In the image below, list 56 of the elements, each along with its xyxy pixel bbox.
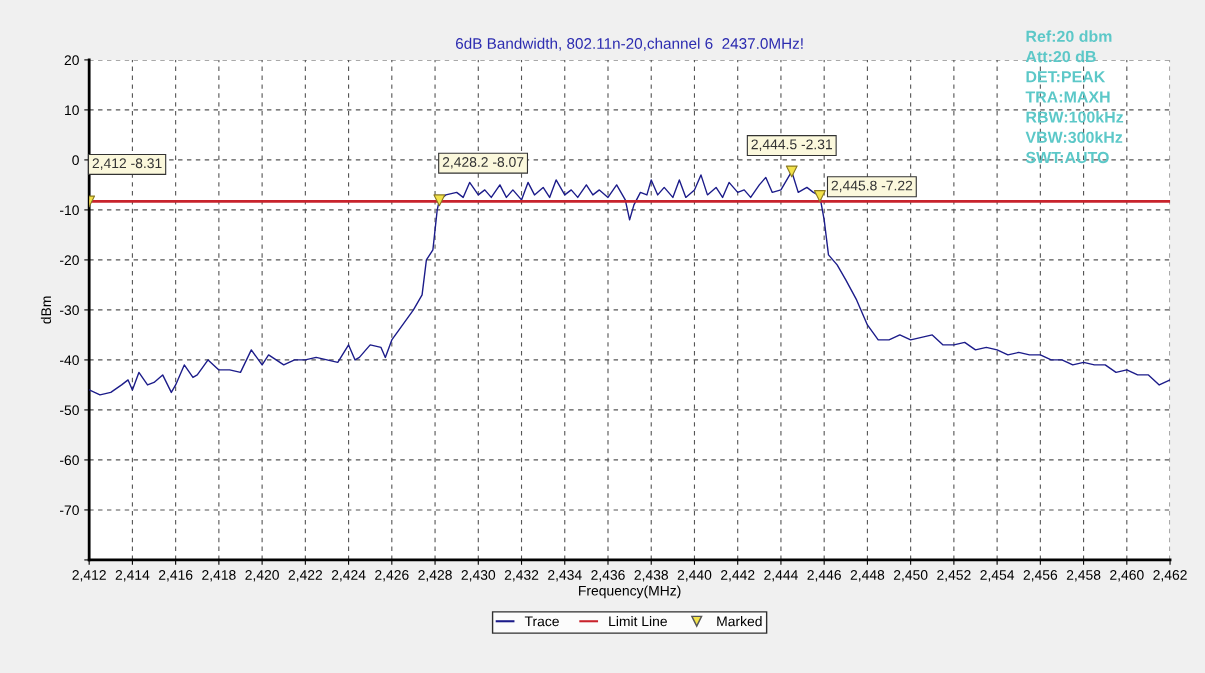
x-tick-label: 2,450 [893,570,928,582]
annotation: DET:PEAK [1026,71,1106,83]
annotation: VBW:300kHz [1025,131,1123,143]
x-tick-label: 2,454 [980,570,1015,582]
point [813,190,826,202]
y-tick-label: 0 [72,155,79,166]
y-tick-label: 20 [64,55,79,66]
y-tick-label: -30 [59,305,79,316]
x-tick-label: 2,424 [331,570,366,582]
x-axis-title: Frequency(MHz) [579,585,681,599]
x-tick-label: 2,442 [721,570,755,582]
x-tick-label: 2,432 [504,570,539,582]
point [785,165,798,178]
x-tick-label: 2,448 [850,570,885,582]
annotation: Att:20 dB [1025,50,1096,63]
x-tick-label: 2,422 [288,570,323,582]
y-tick-label: 10 [65,105,79,116]
text: Ref:20 dbm [1026,30,1112,43]
data-label: 2,428.2 -8.07 [442,157,524,169]
point [433,194,446,207]
x-tick-label: 2,426 [375,570,409,582]
annotation: SWT:AUTO [1025,151,1109,164]
x-tick-label: 2,446 [807,570,841,582]
x-tick-label: 2,440 [677,570,712,582]
x-tick-label: 2,418 [202,570,236,582]
x-tick-label: 2,452 [937,570,971,582]
x-tick-label: 2,436 [591,570,625,582]
chart-title: 6dB Bandwidth, 802.11n-20,channel 6 2437.0MHz! [456,37,803,51]
x-tick-label: 2,430 [461,570,496,582]
y-tick-label: -20 [59,255,79,266]
x-tick-label: 2,420 [245,570,279,582]
x-tick-label: 2,460 [1110,570,1144,582]
y-tick-label: -10 [59,205,79,216]
x-tick-label: 2,416 [158,570,193,582]
x-tick-label: 2,458 [1066,570,1101,582]
y-tick-label: -50 [59,405,79,416]
y-tick-label: -40 [59,355,79,366]
legend-label: Trace [524,616,559,627]
legend-label: Marked [717,616,762,627]
x-tick-label: 2,462 [1153,570,1187,582]
data-label: 2,412 -8.31 [92,158,162,170]
data-label: 2,445.8 -7.22 [831,180,913,193]
x-tick-label: 2,414 [115,570,150,582]
x-tick-label: 2,438 [634,570,669,582]
x-tick-label: 2,444 [764,570,798,582]
x-tick-label: 2,428 [418,570,452,582]
y-tick-label: -60 [59,455,79,466]
annotation: TRA:MAXH [1025,91,1110,103]
x-tick-label: 2,456 [1023,570,1058,582]
x-tick-label: 2,434 [548,570,582,582]
data-label: 2,444.5 -2.31 [751,139,832,151]
annotation: RBW:100kHz [1026,111,1124,123]
legend-label: Limit Line [609,616,667,627]
x-tick-label: 2,412 [72,570,106,582]
y-axis-title: dBm [40,296,52,324]
y-tick-label: -70 [59,505,79,516]
